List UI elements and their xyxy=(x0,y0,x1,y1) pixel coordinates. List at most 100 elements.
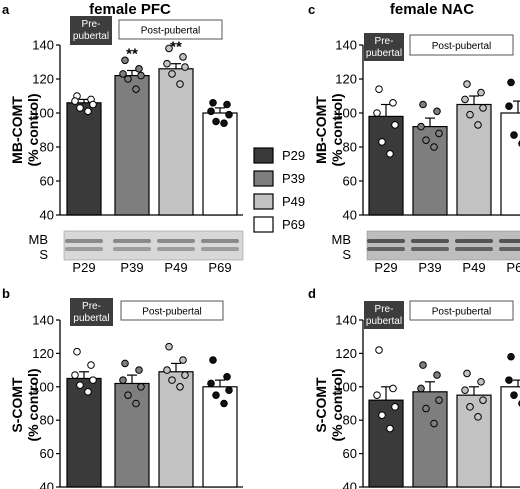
blot-band-mb xyxy=(65,239,103,243)
data-point xyxy=(419,100,427,109)
y-axis-label-line1: S-COMT xyxy=(313,377,329,433)
bar-P39 xyxy=(114,382,150,488)
data-point xyxy=(386,424,394,433)
data-point xyxy=(225,386,233,394)
blot-band-s xyxy=(499,247,520,251)
legend-swatch xyxy=(253,170,274,187)
data-point xyxy=(209,99,217,107)
data-point xyxy=(430,419,438,428)
bar-P29 xyxy=(368,115,404,216)
data-point xyxy=(84,107,92,116)
y-tick-label: 40 xyxy=(343,208,357,223)
panel-b: b S-COMT(% control) 40 60 80 100 120 140 Pre-pub… xyxy=(2,286,243,489)
data-point xyxy=(477,377,485,386)
postpubertal-box xyxy=(409,34,514,56)
data-point xyxy=(435,396,443,404)
panel-letter: a xyxy=(2,2,10,17)
y-tick-label: 140 xyxy=(335,38,357,53)
data-point xyxy=(89,100,97,109)
data-point xyxy=(181,63,189,71)
lane-label: P49 xyxy=(462,260,485,275)
postpubertal-box xyxy=(118,19,223,40)
data-point xyxy=(505,376,513,384)
bar-P49 xyxy=(158,371,194,488)
y-tick-label: 120 xyxy=(335,346,357,361)
blot-row-label-s: S xyxy=(39,247,48,262)
y-tick-label: 80 xyxy=(343,413,357,428)
data-point xyxy=(505,102,513,110)
data-point xyxy=(207,107,215,116)
panel-a: a female PFC MB-COMT(% control) 40 60 80 100 12… xyxy=(2,1,244,275)
data-point xyxy=(132,85,140,93)
y-axis-label-line1: MB-COMT xyxy=(313,96,329,164)
legend: P29 P39 P49 P69 xyxy=(253,147,305,233)
postpubertal-label: Post-pubertal xyxy=(142,307,201,318)
bar-P39 xyxy=(412,391,448,488)
data-point xyxy=(375,346,383,354)
data-point xyxy=(463,80,471,88)
data-point xyxy=(73,347,81,356)
y-tick-label: 60 xyxy=(40,174,54,189)
panel-letter: c xyxy=(308,2,315,17)
data-point xyxy=(461,386,469,394)
prepubertal-label: Pre- xyxy=(375,36,394,47)
data-point xyxy=(212,117,220,126)
data-point xyxy=(510,131,518,139)
y-tick-label: 140 xyxy=(32,38,54,53)
data-point xyxy=(386,150,394,158)
y-tick-label: 120 xyxy=(32,72,54,87)
data-point xyxy=(433,107,441,116)
postpubertal-box xyxy=(409,300,514,321)
y-axis-label: MB-COMT(% control) xyxy=(313,93,345,166)
y-tick-label: 100 xyxy=(32,106,54,121)
data-point xyxy=(463,369,471,378)
data-point xyxy=(84,388,92,396)
y-tick-label: 60 xyxy=(343,174,357,189)
blot-band-mb xyxy=(157,239,195,243)
data-point xyxy=(419,361,427,369)
data-point xyxy=(391,121,399,129)
data-point xyxy=(389,99,397,107)
panel-letter: d xyxy=(308,286,316,301)
blot-band-s xyxy=(455,247,493,251)
panel-letter: b xyxy=(2,286,10,301)
bar-P69 xyxy=(500,386,520,488)
data-point xyxy=(373,109,381,117)
prepubertal-box xyxy=(70,16,112,45)
data-point xyxy=(176,383,184,391)
data-point xyxy=(223,372,231,381)
data-point xyxy=(165,44,173,53)
legend-swatch xyxy=(253,193,274,210)
legend-swatch xyxy=(253,216,274,233)
prepubertal-box xyxy=(70,298,113,326)
blot-band-mb xyxy=(367,239,405,243)
data-point xyxy=(135,65,143,73)
legend-swatch xyxy=(253,147,274,164)
data-point xyxy=(507,78,515,87)
prepubertal-label: pubertal xyxy=(366,48,402,59)
data-point xyxy=(417,122,425,131)
data-point xyxy=(179,356,187,364)
data-point xyxy=(71,371,79,379)
data-point xyxy=(223,100,231,109)
y-axis-label: S-COMT(% control) xyxy=(313,368,345,441)
prepubertal-label: pubertal xyxy=(366,316,402,327)
data-point xyxy=(76,104,84,112)
y-tick-label: 100 xyxy=(335,106,357,121)
data-point xyxy=(474,413,482,421)
data-point xyxy=(466,403,474,411)
lane-label: P29 xyxy=(374,260,397,275)
y-tick-label: 100 xyxy=(335,379,357,394)
y-tick-label: 100 xyxy=(32,379,54,394)
y-tick-label: 120 xyxy=(32,346,54,361)
postpubertal-label: Post-pubertal xyxy=(141,26,200,37)
bar-P69 xyxy=(202,112,238,216)
data-point xyxy=(510,391,518,399)
data-point xyxy=(176,80,184,88)
data-point xyxy=(378,138,386,146)
y-tick-label: 140 xyxy=(335,313,357,328)
legend-label: P69 xyxy=(282,217,305,232)
data-point xyxy=(378,411,386,419)
y-axis-label-line1: MB-COMT xyxy=(9,96,25,164)
data-point xyxy=(389,384,397,393)
